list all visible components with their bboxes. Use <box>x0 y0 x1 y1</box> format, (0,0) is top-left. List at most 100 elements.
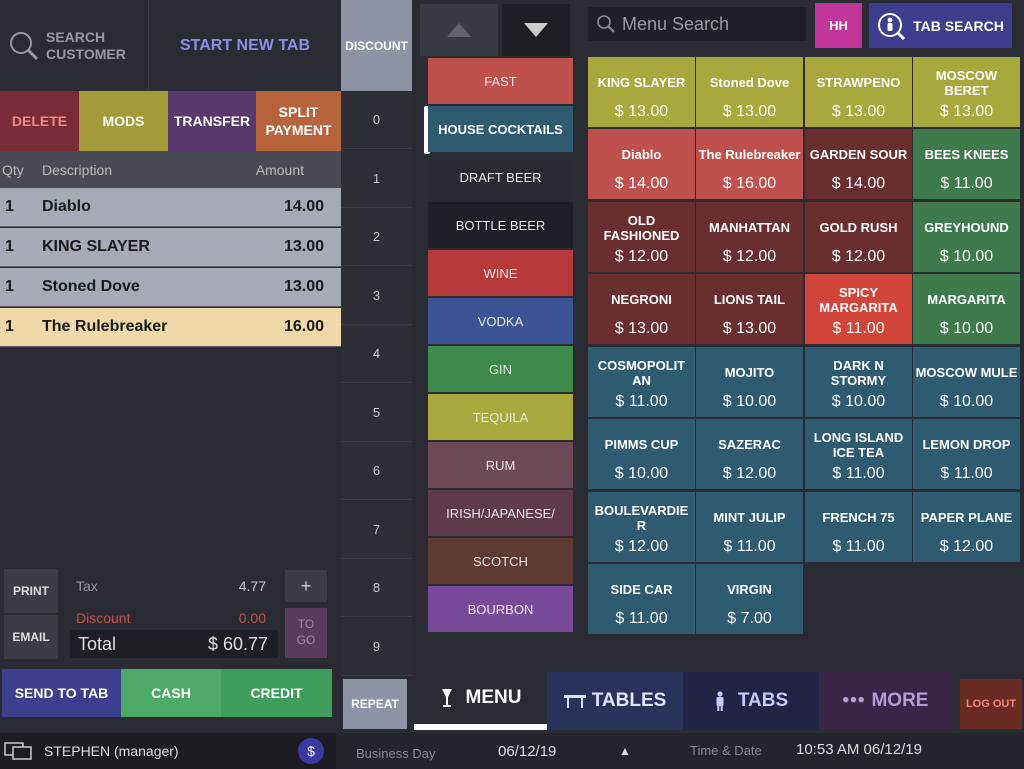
nav-tables[interactable]: TABLES <box>547 672 683 730</box>
numpad-key[interactable]: 8 <box>341 559 412 617</box>
ticket-row-selected[interactable]: 1 The Rulebreaker 16.00 <box>0 308 341 347</box>
menu-item[interactable]: MARGARITA $ 10.00 <box>913 274 1020 344</box>
menu-item[interactable]: OLD FASHIONED $ 12.00 <box>588 202 695 272</box>
to-go-button[interactable]: TO GO <box>285 608 327 658</box>
category-label: IRISH/JAPANESE/ <box>446 505 555 521</box>
menu-item[interactable]: The Rulebreaker $ 16.00 <box>696 129 803 199</box>
menu-item[interactable]: PAPER PLANE $ 12.00 <box>913 492 1020 562</box>
credit-button[interactable]: CREDIT <box>221 669 332 717</box>
split-payment-button[interactable]: SPLIT PAYMENT <box>256 91 341 151</box>
menu-search-input[interactable]: Menu Search <box>588 7 806 41</box>
ticket-qty: 1 <box>5 318 14 335</box>
numpad-key[interactable]: 6 <box>341 442 412 500</box>
menu-item[interactable]: GOLD RUSH $ 12.00 <box>805 202 912 272</box>
menu-item[interactable]: GARDEN SOUR $ 14.00 <box>805 129 912 199</box>
email-label: EMAIL <box>12 630 50 644</box>
status-user[interactable]: STEPHEN (manager) $ <box>0 733 336 769</box>
add-button[interactable]: + <box>285 570 327 602</box>
ticket-row[interactable]: 1 KING SLAYER 13.00 <box>0 228 341 267</box>
ticket-row[interactable]: 1 Stoned Dove 13.00 <box>0 268 341 307</box>
menu-item[interactable]: MANHATTAN $ 12.00 <box>696 202 803 272</box>
numpad-key[interactable]: 2 <box>341 208 412 266</box>
logout-button[interactable]: LOG OUT <box>960 679 1022 729</box>
scroll-down-button[interactable] <box>502 4 570 56</box>
mods-button[interactable]: MODS <box>79 91 168 151</box>
numpad-key[interactable]: 7 <box>341 501 412 559</box>
category-draft-beer[interactable]: DRAFT BEER <box>428 154 573 200</box>
menu-item-name: GARDEN SOUR <box>809 147 908 163</box>
menu-item[interactable]: MOSCOW MULE $ 10.00 <box>913 347 1020 417</box>
status-user-label: STEPHEN (manager) <box>44 743 179 759</box>
menu-item[interactable]: MOJITO $ 10.00 <box>696 347 803 417</box>
menu-item[interactable]: NEGRONI $ 13.00 <box>588 274 695 344</box>
tab-search-button[interactable]: TAB SEARCH <box>869 3 1012 48</box>
menu-item[interactable]: VIRGIN $ 7.00 <box>696 564 803 634</box>
category-fast[interactable]: FAST <box>428 58 573 104</box>
menu-item[interactable]: Stoned Dove $ 13.00 <box>696 57 803 127</box>
repeat-button[interactable]: REPEAT <box>343 679 407 729</box>
numpad-key[interactable]: 3 <box>341 267 412 325</box>
triangle-up-small-icon[interactable]: ▲ <box>619 744 631 758</box>
category-irish-japanese[interactable]: IRISH/JAPANESE/ <box>428 490 573 536</box>
menu-item[interactable]: SPICY MARGARITA $ 11.00 <box>805 274 912 344</box>
email-button[interactable]: EMAIL <box>4 615 58 659</box>
category-label: BOURBON <box>467 601 534 617</box>
nav-tabs[interactable]: TABS <box>683 672 819 730</box>
menu-item[interactable]: LIONS TAIL $ 13.00 <box>696 274 803 344</box>
numpad-key[interactable]: 1 <box>341 150 412 208</box>
menu-item[interactable]: LONG ISLAND ICE TEA $ 11.00 <box>805 419 912 489</box>
category-house-cocktails[interactable]: HOUSE COCKTAILS <box>428 106 573 152</box>
menu-item[interactable]: BOULEVARDIE R $ 12.00 <box>588 492 695 562</box>
menu-item[interactable]: COSMOPOLIT AN $ 11.00 <box>588 347 695 417</box>
menu-item[interactable]: DARK N STORMY $ 10.00 <box>805 347 912 417</box>
print-button[interactable]: PRINT <box>4 569 58 613</box>
ticket-desc: Diablo <box>42 198 91 215</box>
menu-item-name: Diablo <box>621 147 662 163</box>
numpad-key[interactable]: 0 <box>341 91 412 149</box>
menu-item[interactable]: STRAWPENO $ 13.00 <box>805 57 912 127</box>
ticket-row[interactable]: 1 Diablo 14.00 <box>0 188 341 227</box>
discount-button[interactable]: DISCOUNT <box>341 0 412 91</box>
hh-button[interactable]: HH <box>815 3 862 48</box>
menu-item-name: BEES KNEES <box>924 147 1009 163</box>
menu-item[interactable]: KING SLAYER $ 13.00 <box>588 57 695 127</box>
send-to-tab-button[interactable]: SEND TO TAB <box>2 669 121 717</box>
menu-item[interactable]: SAZERAC $ 12.00 <box>696 419 803 489</box>
start-new-tab-button[interactable]: START NEW TAB <box>148 0 341 91</box>
menu-item[interactable]: MINT JULIP $ 11.00 <box>696 492 803 562</box>
menu-item[interactable]: SIDE CAR $ 11.00 <box>588 564 695 634</box>
category-label: DRAFT BEER <box>459 169 542 185</box>
menu-item[interactable]: BEES KNEES $ 11.00 <box>913 129 1020 199</box>
numpad-key[interactable]: 9 <box>341 618 412 676</box>
category-tequila[interactable]: TEQUILA <box>428 394 573 440</box>
category-wine[interactable]: WINE <box>428 250 573 296</box>
business-day-value[interactable]: 06/12/19 <box>498 743 557 760</box>
cash-button[interactable]: CASH <box>121 669 221 717</box>
numpad-key[interactable]: 5 <box>341 384 412 442</box>
menu-item-price: $ 10.00 <box>939 320 994 337</box>
logout-label: LOG OUT <box>965 698 1017 710</box>
nav-menu[interactable]: MENU <box>414 672 547 730</box>
menu-item[interactable]: FRENCH 75 $ 11.00 <box>805 492 912 562</box>
transfer-button[interactable]: TRANSFER <box>168 91 256 151</box>
search-customer-button[interactable]: SEARCH CUSTOMER <box>0 0 148 91</box>
category-gin[interactable]: GIN <box>428 346 573 392</box>
category-bourbon[interactable]: BOURBON <box>428 586 573 632</box>
menu-item[interactable]: PIMMS CUP $ 10.00 <box>588 419 695 489</box>
category-vodka[interactable]: VODKA <box>428 298 573 344</box>
menu-item[interactable]: Diablo $ 14.00 <box>588 129 695 199</box>
category-rum[interactable]: RUM <box>428 442 573 488</box>
nav-more[interactable]: ••• MORE <box>819 672 952 730</box>
menu-item-name: SPICY MARGARITA <box>819 284 898 315</box>
sync-icon[interactable]: $ <box>298 738 324 764</box>
category-scotch[interactable]: SCOTCH <box>428 538 573 584</box>
menu-item-name: MOSCOW BERET <box>935 67 998 98</box>
scroll-up-button[interactable] <box>420 4 498 56</box>
category-bottle-beer[interactable]: BOTTLE BEER <box>428 202 573 248</box>
delete-button[interactable]: DELETE <box>0 91 79 151</box>
menu-item[interactable]: LEMON DROP $ 11.00 <box>913 419 1020 489</box>
menu-item[interactable]: GREYHOUND $ 10.00 <box>913 202 1020 272</box>
menu-item[interactable]: MOSCOW BERET $ 13.00 <box>913 57 1020 127</box>
print-label: PRINT <box>13 584 49 598</box>
numpad-key[interactable]: 4 <box>341 325 412 383</box>
